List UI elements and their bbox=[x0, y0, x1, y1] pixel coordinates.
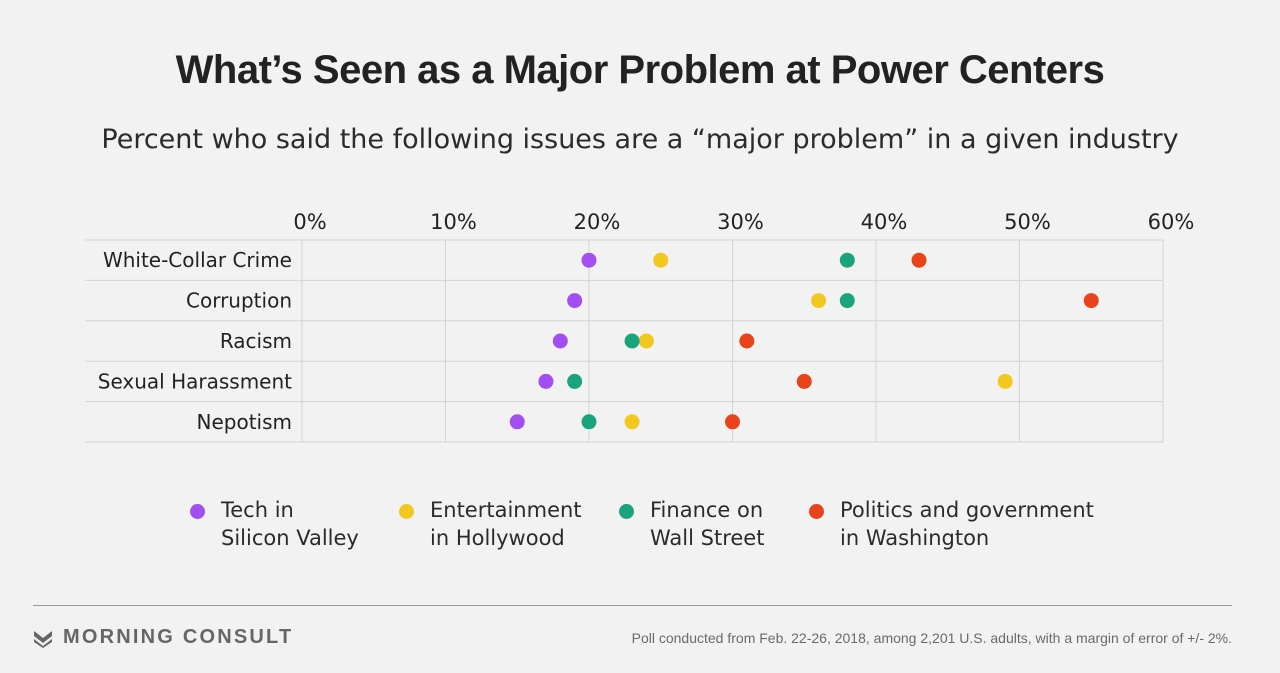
legend-label-politics: Politics and government in Washington bbox=[840, 496, 1100, 552]
data-point bbox=[739, 333, 755, 349]
legend-label-finance-line1: Finance on bbox=[650, 498, 764, 522]
legend-label-tech-line2: Silicon Valley bbox=[221, 526, 359, 550]
legend-label-entertainment: Entertainment in Hollywood bbox=[430, 496, 690, 552]
data-point bbox=[725, 414, 740, 430]
legend-label-politics-line1: Politics and government bbox=[840, 498, 1094, 522]
legend-dot-finance bbox=[619, 504, 634, 519]
legend-dot-tech bbox=[190, 504, 205, 519]
data-point bbox=[624, 333, 640, 349]
legend-item-politics: Politics and government in Washington bbox=[809, 496, 1100, 552]
legend-dot-politics bbox=[809, 504, 824, 519]
data-point bbox=[552, 333, 568, 349]
legend-item-finance: Finance on Wall Street bbox=[619, 496, 910, 552]
legend-label-politics-line2: in Washington bbox=[840, 526, 990, 550]
data-point bbox=[653, 252, 669, 268]
data-point bbox=[581, 414, 597, 430]
poll-footnote: Poll conducted from Feb. 22-26, 2018, am… bbox=[631, 630, 1232, 646]
legend-label-tech-line1: Tech in bbox=[221, 498, 294, 522]
x-tick-label: 50% bbox=[1004, 210, 1051, 234]
legend-item-entertainment: Entertainment in Hollywood bbox=[399, 496, 690, 552]
data-point bbox=[811, 293, 827, 309]
x-tick-label: 10% bbox=[430, 210, 477, 234]
data-point bbox=[509, 414, 525, 430]
legend-item-tech: Tech in Silicon Valley bbox=[190, 496, 481, 552]
brand-name: MORNING CONSULT bbox=[63, 626, 294, 648]
data-point bbox=[839, 293, 855, 309]
category-label: White-Collar Crime bbox=[103, 248, 292, 272]
legend-label-finance: Finance on Wall Street bbox=[650, 496, 910, 552]
data-point bbox=[538, 373, 554, 389]
x-tick-label: 40% bbox=[861, 210, 908, 234]
data-point bbox=[567, 293, 583, 309]
chart-title: What’s Seen as a Major Problem at Power … bbox=[175, 48, 1105, 92]
legend-label-tech: Tech in Silicon Valley bbox=[221, 496, 481, 552]
category-label: Racism bbox=[220, 329, 292, 353]
legend-label-finance-line2: Wall Street bbox=[650, 526, 765, 550]
legend-dot-entertainment bbox=[399, 504, 414, 519]
chart-subtitle: Percent who said the following issues ar… bbox=[101, 124, 1179, 155]
x-tick-label: 30% bbox=[717, 210, 764, 234]
legend-label-entertainment-line1: Entertainment bbox=[430, 498, 582, 522]
data-point bbox=[624, 414, 640, 430]
category-label: Nepotism bbox=[197, 410, 293, 434]
x-tick-label: 20% bbox=[574, 210, 621, 234]
category-label: Sexual Harassment bbox=[98, 369, 292, 393]
data-point bbox=[1083, 293, 1099, 309]
dot-plot-chart: 0% 10% 20% 30% 40% 50% 60% White-Collar Crime Co… bbox=[85, 210, 1195, 443]
data-point bbox=[567, 373, 583, 389]
data-point bbox=[638, 333, 654, 349]
data-point bbox=[581, 252, 597, 268]
category-label: Corruption bbox=[186, 289, 292, 313]
chevron-logo-icon bbox=[34, 630, 52, 648]
x-tick-label: 0% bbox=[293, 210, 326, 234]
brand-logo[interactable]: MORNING CONSULT bbox=[33, 626, 293, 649]
data-point bbox=[839, 252, 855, 268]
footer-divider bbox=[33, 605, 1232, 606]
x-tick-label: 60% bbox=[1148, 210, 1195, 234]
data-point bbox=[796, 373, 812, 389]
data-point bbox=[911, 252, 927, 268]
legend: Tech in Silicon Valley Entertainment in … bbox=[0, 496, 1280, 556]
data-point bbox=[997, 373, 1013, 389]
legend-label-entertainment-line2: in Hollywood bbox=[430, 526, 565, 550]
